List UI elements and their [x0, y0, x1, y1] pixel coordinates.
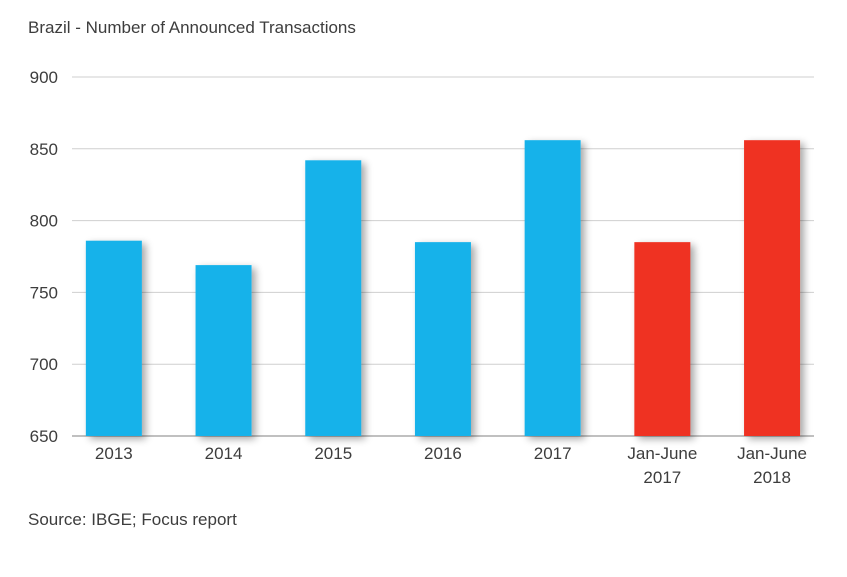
bar	[524, 140, 581, 436]
x-tick-label: 2016	[424, 444, 462, 463]
x-tick-label: 2013	[95, 444, 133, 463]
y-tick-label: 800	[30, 212, 58, 231]
y-tick-label: 650	[30, 427, 58, 446]
x-tick-label: 2017	[643, 468, 681, 487]
y-tick-label: 750	[30, 283, 58, 302]
bars	[85, 140, 801, 436]
bar	[85, 240, 142, 436]
x-tick-label: 2018	[753, 468, 791, 487]
x-tick-label: Jan-June	[737, 444, 807, 463]
x-tick-label: Jan-June	[627, 444, 697, 463]
bar	[305, 160, 362, 436]
x-tick-label: 2015	[314, 444, 352, 463]
bar	[195, 265, 252, 436]
y-tick-label: 850	[30, 140, 58, 159]
x-tick-label: 2017	[534, 444, 572, 463]
x-axis: 2013 2014 2015 2016 2017 Jan-June 2017 Jan-June…	[95, 444, 807, 487]
chart-source: Source: IBGE; Focus report	[28, 510, 237, 529]
bar	[414, 242, 471, 436]
chart-title: Brazil - Number of Announced Transaction…	[28, 18, 356, 37]
y-axis: 650 700 750 800 850 900	[30, 68, 58, 446]
bar	[634, 242, 691, 436]
bar	[744, 140, 801, 436]
x-tick-label: 2014	[205, 444, 243, 463]
y-tick-label: 900	[30, 68, 58, 87]
y-tick-label: 700	[30, 355, 58, 374]
